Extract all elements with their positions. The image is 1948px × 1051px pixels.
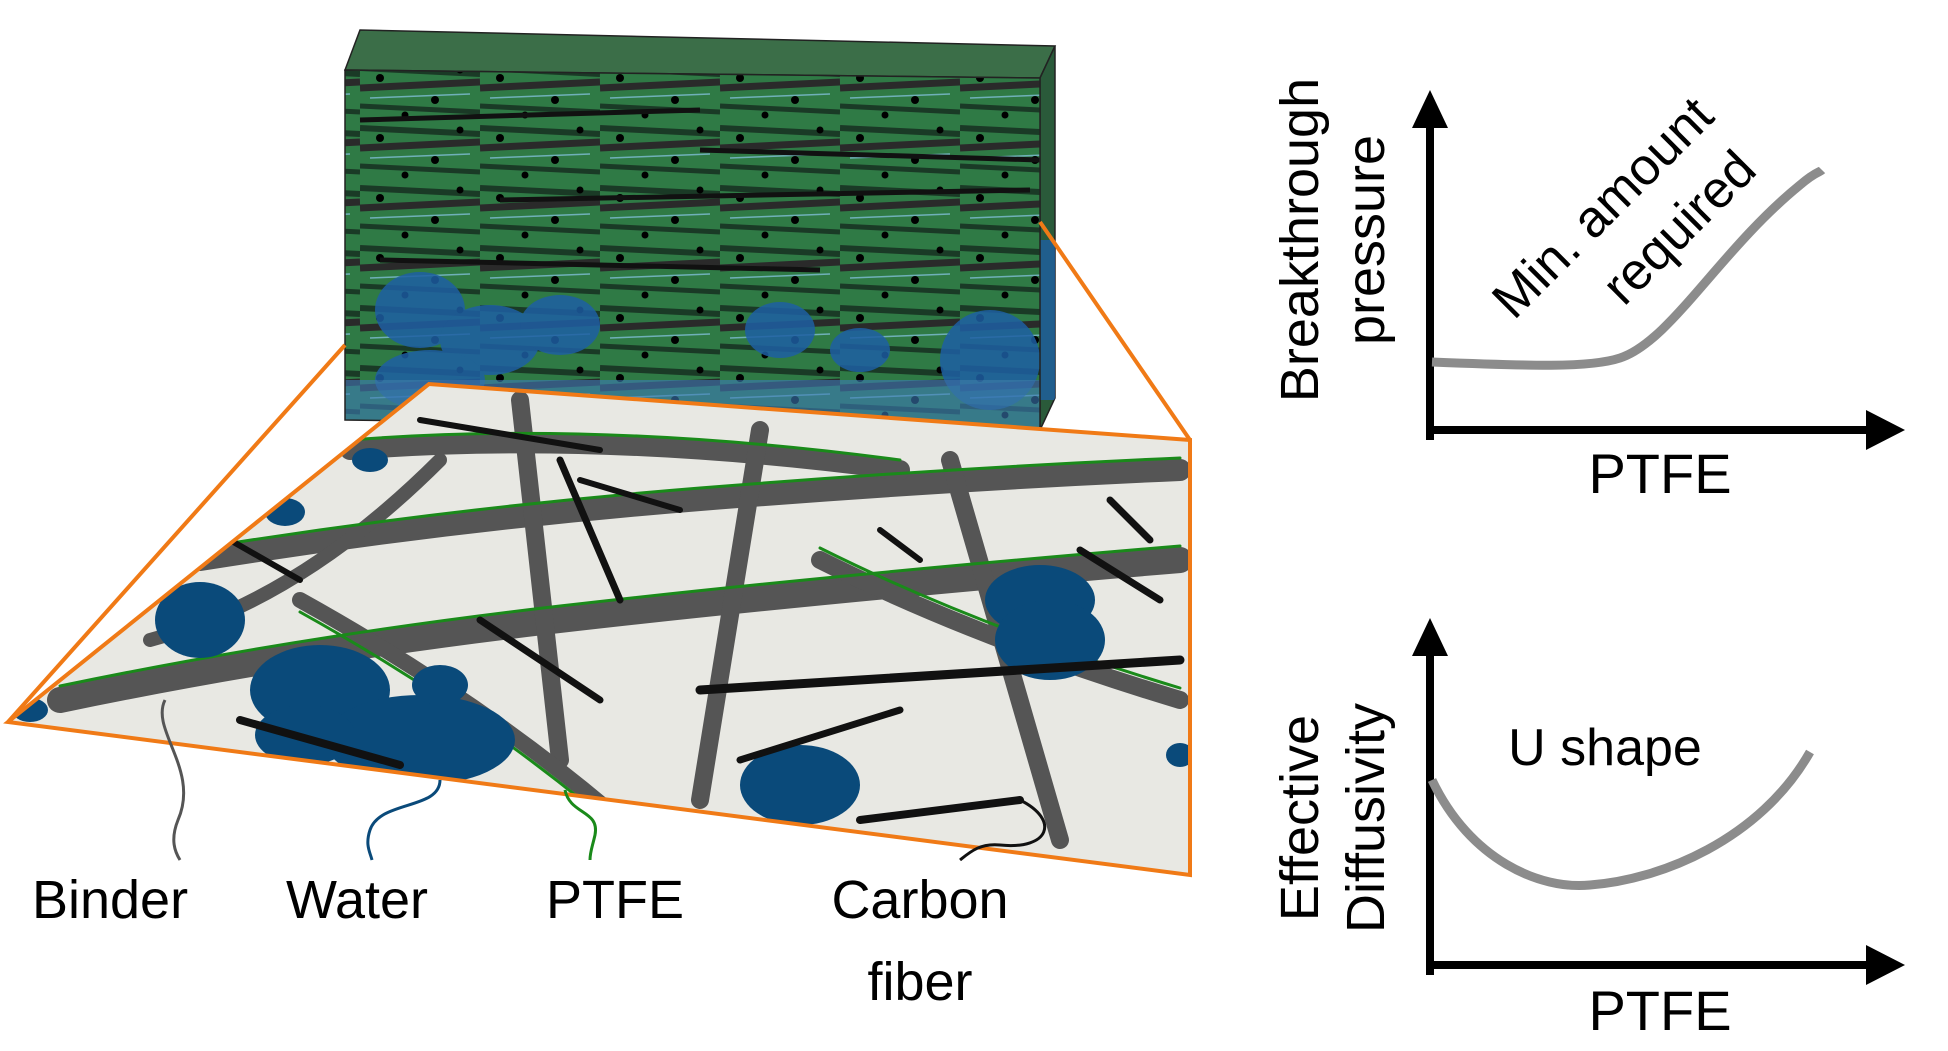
top-xlabel: PTFE <box>1588 442 1731 505</box>
bottom-ylabel-line2: Diffusivity <box>1336 703 1396 933</box>
legend: Binder Water PTFE Carbon fiber <box>32 870 1009 1012</box>
water-leader <box>366 779 442 861</box>
top-ylabel-line2: pressure <box>1336 135 1396 345</box>
ptfe-leader <box>563 789 598 861</box>
zoom-frame <box>3 381 1192 878</box>
bottom-plot-axes <box>1426 650 1870 975</box>
bottom-x-axis-arrow <box>1866 945 1905 985</box>
carbon-fiber-leader <box>959 798 1047 862</box>
zoom-projection-lines <box>6 220 1192 724</box>
plot-effective-diffusivity: Effective Diffusivity PTFE U shape <box>1270 618 1905 1042</box>
microstructure-cube <box>343 29 1057 431</box>
water-droplets <box>12 448 1190 825</box>
binder-leader <box>160 699 186 861</box>
binder-network <box>47 391 1190 849</box>
top-plot-axes <box>1426 120 1870 440</box>
bottom-xlabel: PTFE <box>1588 979 1731 1042</box>
cross-section-slice <box>3 381 1192 878</box>
legend-water: Water <box>286 870 428 930</box>
bottom-ylabel-line1: Effective <box>1270 715 1330 921</box>
legend-binder: Binder <box>32 870 188 930</box>
legend-ptfe: PTFE <box>546 870 684 930</box>
top-x-axis-arrow <box>1866 410 1905 450</box>
legend-leaders <box>160 699 1047 862</box>
bottom-annotation: U shape <box>1508 719 1702 777</box>
cube-extra-fibers <box>359 107 1040 273</box>
u-shape-curve <box>1427 749 1814 891</box>
breakthrough-curve <box>1431 166 1826 370</box>
top-ylabel-line1: Breakthrough <box>1270 78 1330 402</box>
legend-carbon-fiber-line1: Carbon <box>831 870 1008 930</box>
top-annotation: Min. amount required <box>1481 86 1767 330</box>
top-y-axis-arrow <box>1412 90 1448 128</box>
bottom-y-axis-arrow <box>1412 618 1448 656</box>
carbon-fibers <box>227 417 1185 824</box>
plot-breakthrough-pressure: Breakthrough pressure PTFE Min. amount r… <box>1270 78 1905 505</box>
legend-carbon-fiber-line2: fiber <box>867 952 972 1012</box>
